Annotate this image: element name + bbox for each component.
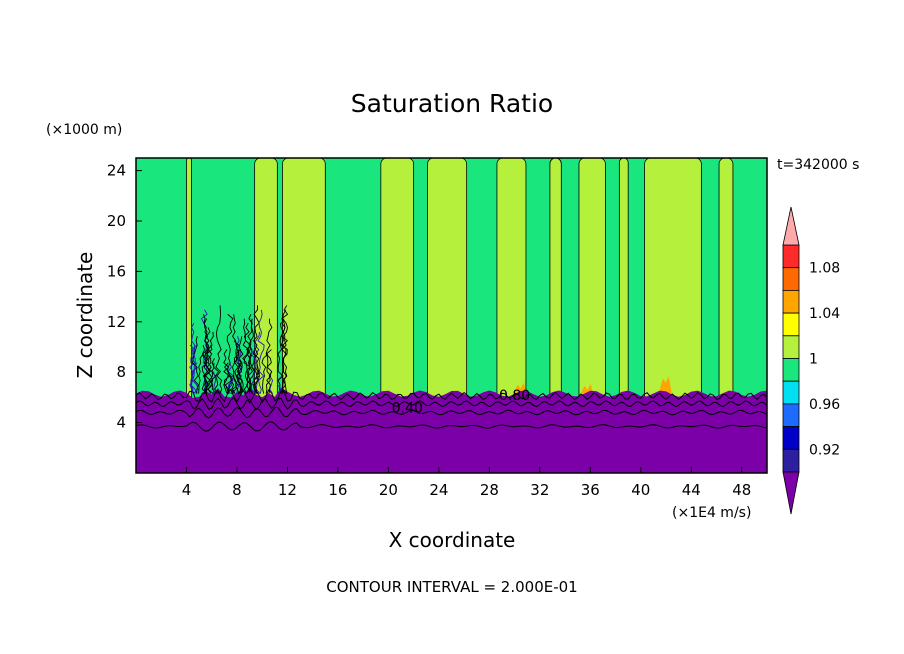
cloud-contour-line <box>238 336 244 394</box>
cloud-contour-line <box>203 327 211 394</box>
y-tick-label: 20 <box>107 212 126 230</box>
chart-title: Saturation Ratio <box>351 89 553 118</box>
saturation-peak <box>658 376 672 394</box>
colorbar-segment <box>782 312 800 337</box>
colorbar-segment <box>782 426 800 450</box>
x-tick-label: 20 <box>379 481 398 499</box>
plot-frame <box>135 157 768 474</box>
contour-line <box>136 397 767 411</box>
cloud-contour-line <box>206 331 214 394</box>
colorbar-max-triangle <box>782 206 800 246</box>
colorbar-tick-label: 1 <box>809 352 818 368</box>
colorbar-segment <box>782 403 800 427</box>
colorbar-tick-label: 1.08 <box>809 261 840 277</box>
cloud-contour-line <box>265 349 273 394</box>
cloud-contour-line <box>252 305 260 394</box>
contour-line <box>136 388 767 404</box>
cloud-contour-line <box>276 375 283 394</box>
y-unit-label: (×1000 m) <box>46 122 122 138</box>
cloud-contour-line <box>242 318 250 394</box>
cloud-contour-line <box>265 318 273 394</box>
cloud-contour-line <box>250 349 257 394</box>
cloud-contour-line <box>202 314 209 394</box>
cloud-contour-line <box>232 314 239 394</box>
x-tick-label: 8 <box>232 481 242 499</box>
contour-line <box>136 406 767 419</box>
cloud-contour-line <box>243 322 251 394</box>
colorbar-segment <box>782 289 800 314</box>
contour-interval-footer: CONTOUR INTERVAL = 2.000E-01 <box>326 578 577 596</box>
x-tick-label: 24 <box>429 481 448 499</box>
cloud-contour-line <box>189 344 196 394</box>
cloud-contour-line <box>246 314 254 394</box>
cloud-contour-line <box>192 336 199 394</box>
colorbar: 1.08 1.04 1 0.96 0.92 <box>782 206 840 515</box>
cloud-contour-line <box>213 362 220 394</box>
contour-label: 0.40 <box>392 400 423 416</box>
y-tick-label: 4 <box>116 414 126 432</box>
colorbar-tick-label: 0.92 <box>809 442 840 458</box>
cloud-contour-line <box>237 362 242 394</box>
x-tick-label: 16 <box>328 481 347 499</box>
x-tick-label: 32 <box>530 481 549 499</box>
cloud-contour-line <box>191 344 199 394</box>
cloud-contour-line <box>244 344 252 394</box>
cloud-contour-line <box>190 322 198 394</box>
x-unit-label: (×1E4 m/s) <box>672 505 751 521</box>
colorbar-segment <box>782 244 800 269</box>
cloud-contour-line <box>257 309 265 394</box>
time-label: t=342000 s <box>777 157 859 173</box>
cloud-contour-line <box>230 380 235 394</box>
cloud-contour-line <box>204 380 210 394</box>
cloud-contour-line <box>198 353 204 394</box>
cloud-contour-line <box>235 349 243 394</box>
x-tick-label: 12 <box>278 481 297 499</box>
x-tick-label: 48 <box>732 481 751 499</box>
colorbar-segment <box>782 380 800 405</box>
cloud-contour-line <box>277 322 284 394</box>
x-tick-label: 4 <box>182 481 192 499</box>
colorbar-tick-label: 0.96 <box>809 397 840 413</box>
y-axis-label: Z coordinate <box>73 252 97 379</box>
y-tick-label: 12 <box>107 313 126 331</box>
x-tick-label: 28 <box>480 481 499 499</box>
x-tick-label: 40 <box>631 481 650 499</box>
cloud-contour-line <box>215 305 223 394</box>
cloud-contour-line <box>280 309 288 394</box>
cloud-contour-line <box>230 375 237 394</box>
y-tick-label: 24 <box>107 162 126 180</box>
cloud-contour-line <box>225 375 233 394</box>
colorbar-segment <box>782 448 800 473</box>
cloud-contour-line <box>201 344 208 394</box>
colorbar-tick-label: 1.04 <box>809 306 840 322</box>
y-tick-label: 8 <box>116 363 126 381</box>
saturation-peak <box>513 382 527 394</box>
x-tick-label: 36 <box>581 481 600 499</box>
cloud-contour-line <box>223 349 231 394</box>
colorbar-segment <box>782 358 800 382</box>
contour-label: 0.80 <box>499 388 530 404</box>
colorbar-segment <box>782 267 800 291</box>
x-axis-label: X coordinate <box>389 528 516 552</box>
cloud-contour-line <box>212 371 217 394</box>
cloud-contour-line <box>204 318 211 394</box>
contour-line <box>136 421 767 432</box>
cloud-contour-line <box>261 353 269 394</box>
y-tick-label: 16 <box>107 262 126 280</box>
plot-area <box>136 158 767 473</box>
colorbar-segment <box>782 335 800 359</box>
x-tick-label: 44 <box>682 481 701 499</box>
colorbar-min-triangle <box>782 471 800 515</box>
